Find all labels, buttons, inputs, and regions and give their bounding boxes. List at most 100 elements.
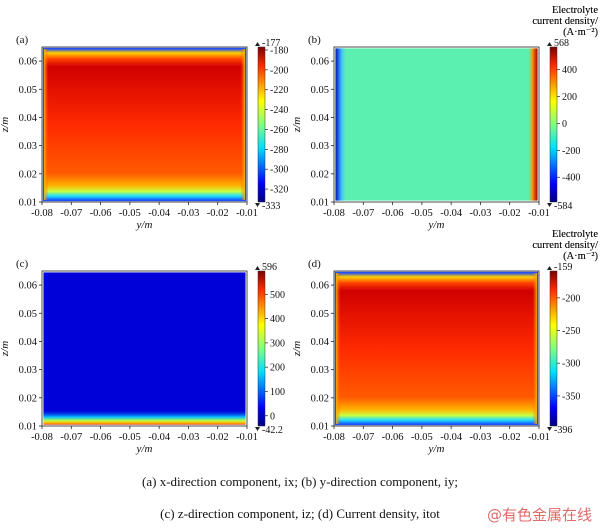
x-tick-label: -0.04 (440, 432, 463, 443)
colorbar-title-line: (A·m⁻²) (563, 27, 598, 38)
colorbar (549, 270, 558, 427)
colorbar-tick-label: -200 (562, 293, 580, 304)
x-tick-label: -0.02 (499, 208, 521, 219)
field-boundary (42, 47, 247, 202)
colorbar-tick-label: 0 (270, 411, 275, 422)
colorbar-min-marker (255, 427, 260, 431)
colorbar-tick-label: -240 (270, 105, 288, 116)
x-tick-label: -0.05 (119, 208, 141, 219)
x-tick-label: -0.06 (90, 208, 112, 219)
y-tick-label: 0.05 (19, 309, 37, 320)
x-tick-label: -0.05 (119, 432, 141, 443)
y-axis-label: z/m (291, 117, 303, 133)
colorbar-tick-label: -350 (562, 391, 580, 402)
x-tick-label: -0.02 (207, 208, 229, 219)
x-tick-label: -0.08 (323, 208, 345, 219)
colorbar-min-marker (547, 203, 552, 207)
y-tick-label: 0.02 (311, 393, 329, 404)
colorbar-tick-label: 400 (562, 65, 577, 76)
colorbar-tick-label: 200 (562, 92, 577, 103)
colorbar-min-label: -333 (262, 201, 280, 212)
colorbar-title-line: Electrolyte (552, 229, 598, 240)
colorbar-max-marker (547, 266, 552, 270)
x-tick-label: -0.07 (60, 208, 82, 219)
colorbar-tick-label: 0 (562, 119, 567, 130)
colorbar-tick-label: -250 (562, 326, 580, 337)
colorbar-title-line: current density/ (532, 240, 598, 251)
x-tick-label: -0.03 (469, 432, 491, 443)
y-tick-label: 0.01 (19, 198, 37, 209)
y-axis-label: z/m (0, 117, 11, 133)
x-tick-label: -0.05 (411, 208, 433, 219)
caption-line-1: (a) x-direction component, ix; (b) y-dir… (142, 474, 458, 489)
field-edge-overlay (335, 48, 538, 201)
colorbar-title-line: current density/ (532, 240, 598, 251)
colorbar-max-label: -159 (554, 262, 572, 273)
x-tick-label: -0.01 (528, 432, 550, 443)
field-bottom-overlay (43, 272, 246, 425)
y-tick-label: 0.01 (19, 422, 37, 433)
colorbar-max-marker (255, 266, 260, 270)
colorbar-max-marker (547, 42, 552, 46)
colorbar-max-marker (255, 42, 260, 46)
colorbar-max-label: 596 (262, 262, 277, 273)
colorbar (257, 270, 266, 427)
y-tick-label: 0.03 (19, 141, 37, 152)
colorbar-max-label: 568 (554, 38, 569, 49)
colorbar-min-marker (547, 427, 552, 431)
caption-line-2: (c) z-direction component, iz; (d) Curre… (160, 506, 440, 521)
y-axis-label: z/m (291, 341, 303, 357)
colorbar-tick-label: -200 (270, 65, 288, 76)
panel-label: (a) (16, 34, 29, 46)
x-axis-label: y/m (428, 443, 445, 455)
colorbar (257, 46, 266, 203)
panel-a: -0.08 -0.07 -0.06 -0.05 -0.04 -0.03 -0.02 -0.01… (0, 5, 598, 231)
x-tick-label: -0.06 (90, 432, 112, 443)
panel-b: -0.08 -0.07 -0.06 -0.05 -0.04 -0.03 -0.02 -0.01… (291, 5, 598, 231)
y-tick-label: 0.06 (311, 281, 329, 292)
field-edge-overlay (43, 48, 246, 201)
colorbar-title-line: (A·m⁻²) (563, 27, 598, 38)
x-tick-label: -0.06 (382, 432, 404, 443)
colorbar-tick-label: -320 (270, 185, 288, 196)
colorbar-min-marker (255, 203, 260, 207)
y-tick-label: 0.03 (19, 365, 37, 376)
x-tick-label: -0.08 (31, 432, 53, 443)
x-axis-label: y/m (136, 443, 153, 455)
x-tick-label: -0.05 (411, 432, 433, 443)
colorbar-title-line: current density/ (532, 16, 598, 27)
x-tick-label: -0.04 (440, 208, 463, 219)
y-tick-label: 0.01 (311, 422, 329, 433)
y-tick-label: 0.04 (19, 337, 38, 348)
colorbar-min-label: -42.2 (262, 425, 283, 436)
x-axis-label: y/m (428, 219, 445, 231)
x-tick-label: -0.04 (148, 432, 171, 443)
colorbar-tick-label: -200 (562, 146, 580, 157)
colorbar-title-line: Electrolyte (552, 229, 598, 240)
colorbar-tick-label: -180 (270, 45, 288, 56)
y-tick-label: 0.03 (311, 141, 329, 152)
x-tick-label: -0.03 (177, 432, 199, 443)
watermark: @有色金属在线 (486, 506, 592, 524)
colorbar-tick-label: 100 (270, 387, 285, 398)
panel-label: (d) (308, 258, 321, 270)
colorbar-tick-label: -400 (562, 173, 580, 184)
colorbar-tick-label: -280 (270, 145, 288, 156)
panel-c: -0.08 -0.07 -0.06 -0.05 -0.04 -0.03 -0.02 -0.01… (0, 229, 598, 455)
panel-label: (b) (308, 34, 321, 46)
y-tick-label: 0.04 (19, 113, 38, 124)
x-tick-label: -0.04 (148, 208, 171, 219)
x-axis-label: y/m (136, 219, 153, 231)
panel-d: -0.08 -0.07 -0.06 -0.05 -0.04 -0.03 -0.02 -0.01… (291, 229, 598, 455)
y-tick-label: 0.02 (19, 169, 37, 180)
colorbar-tick-label: -300 (562, 359, 580, 370)
y-tick-label: 0.04 (311, 113, 330, 124)
colorbar-title-line: current density/ (532, 16, 598, 27)
x-tick-label: -0.03 (177, 208, 199, 219)
colorbar-title-line: (A·m⁻²) (563, 251, 598, 262)
x-tick-label: -0.03 (469, 208, 491, 219)
y-tick-label: 0.01 (311, 198, 329, 209)
colorbar-title-line: Electrolyte (552, 5, 598, 16)
y-tick-label: 0.02 (19, 393, 37, 404)
